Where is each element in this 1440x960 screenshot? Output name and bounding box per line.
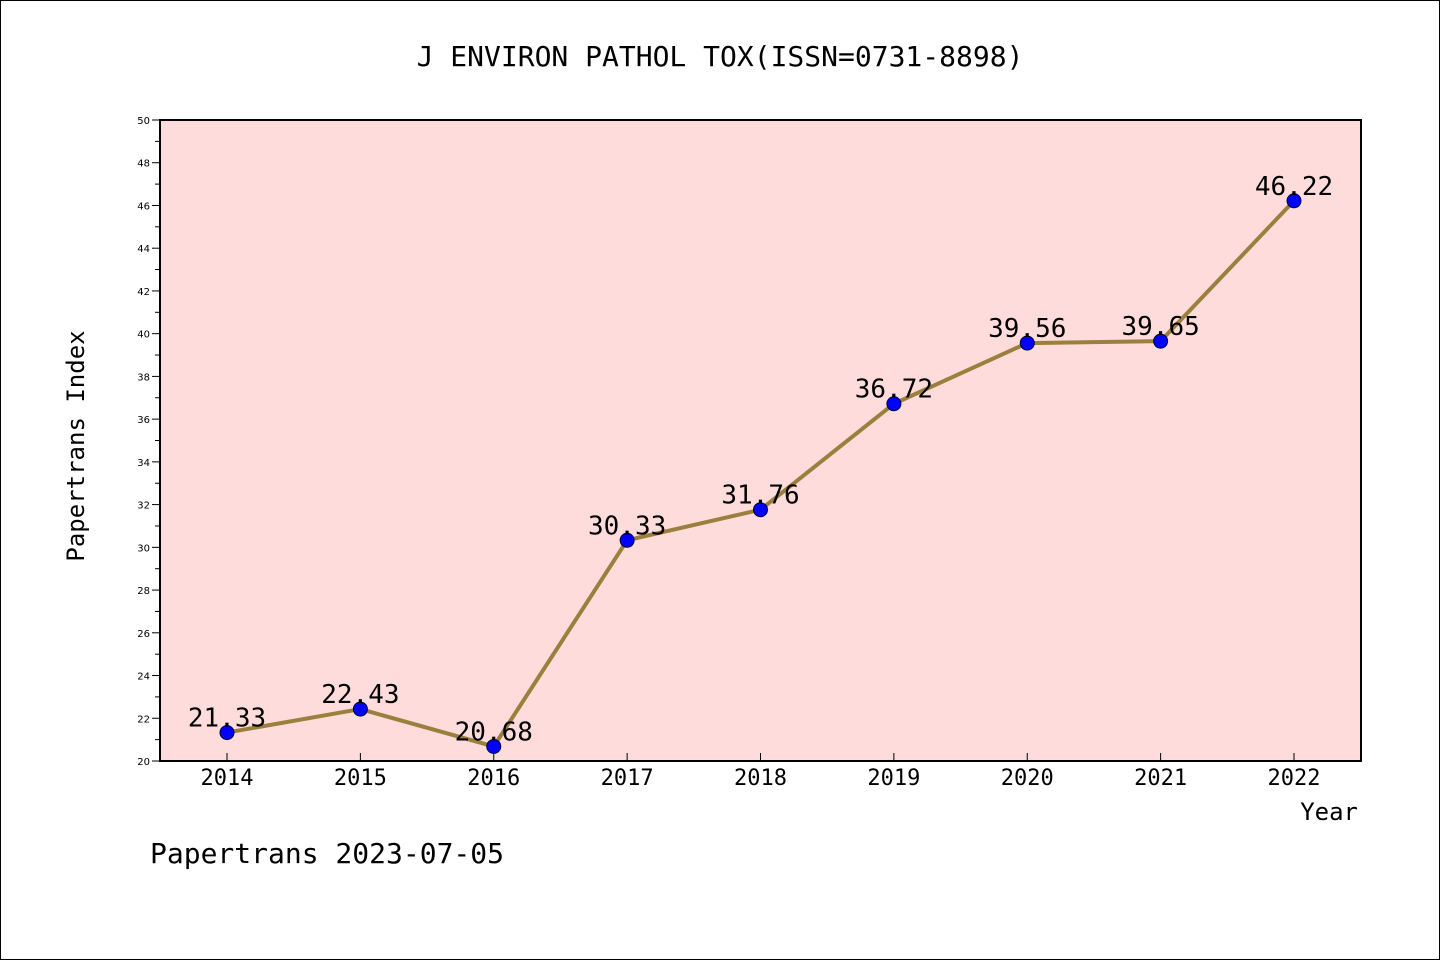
x-tick-label: 2014 [201,766,254,791]
y-tick-label: 48 [137,159,150,170]
data-label: 30.33 [588,511,666,541]
data-label: 21.33 [188,704,266,734]
x-axis-label: Year [1300,798,1358,826]
data-labels: 21.33 22.43 20.68 30.33 31.76 36.72 39.56 39.65… [188,172,1333,748]
x-tick-label: 2021 [1134,766,1187,791]
data-point [886,396,902,412]
y-tick-label: 34 [137,458,150,469]
x-tick-label: 2015 [334,766,387,791]
x-tick-label: 2022 [1268,766,1321,791]
y-tick-label: 50 [137,116,150,127]
plot-area [159,119,1362,762]
x-tick-label: 2017 [601,766,654,791]
x-tick-label: 2018 [734,766,787,791]
data-point [219,725,235,741]
y-tick-label: 38 [137,372,150,383]
data-label: 39.65 [1121,312,1199,342]
data-label: 39.56 [988,314,1066,344]
chart-title: J ENVIRON PATHOL TOX(ISSN=0731-8898) [417,40,1024,73]
y-tick-label: 36 [137,415,150,426]
data-points [219,193,1302,754]
y-tick-label: 42 [137,287,150,298]
data-label: 22.43 [321,680,399,710]
y-tick-label: 32 [137,501,150,512]
data-point [352,701,368,717]
y-tick-label: 24 [137,672,150,683]
data-label: 20.68 [455,717,533,747]
y-tick-label: 26 [137,629,150,640]
x-axis-ticks: 2014 2015 2016 2017 2018 2019 2020 2021 2022 [201,753,1321,791]
x-tick-label: 2020 [1001,766,1054,791]
data-point [486,738,502,754]
data-label: 46.22 [1255,172,1333,202]
y-tick-label: 46 [137,201,150,212]
footer-text: Papertrans 2023-07-05 [150,837,504,870]
data-point [1153,333,1169,349]
data-point [1019,335,1035,351]
y-tick-label: 22 [137,714,150,725]
y-axis-label: Papertrans Index [62,330,90,561]
y-tick-label: 40 [137,330,150,341]
data-point [1286,193,1302,209]
y-tick-label: 28 [137,586,150,597]
y-axis-ticks: 20 22 24 26 28 30 32 34 36 38 40 42 44 46 48 50 [137,116,160,768]
x-tick-label: 2016 [467,766,520,791]
data-label: 31.76 [721,481,799,511]
y-tick-label: 44 [137,244,150,255]
data-point [619,532,635,548]
data-label: 36.72 [855,375,933,405]
data-point [753,502,768,518]
y-tick-label: 20 [137,757,150,768]
y-tick-label: 30 [137,543,150,554]
x-tick-label: 2019 [867,766,920,791]
